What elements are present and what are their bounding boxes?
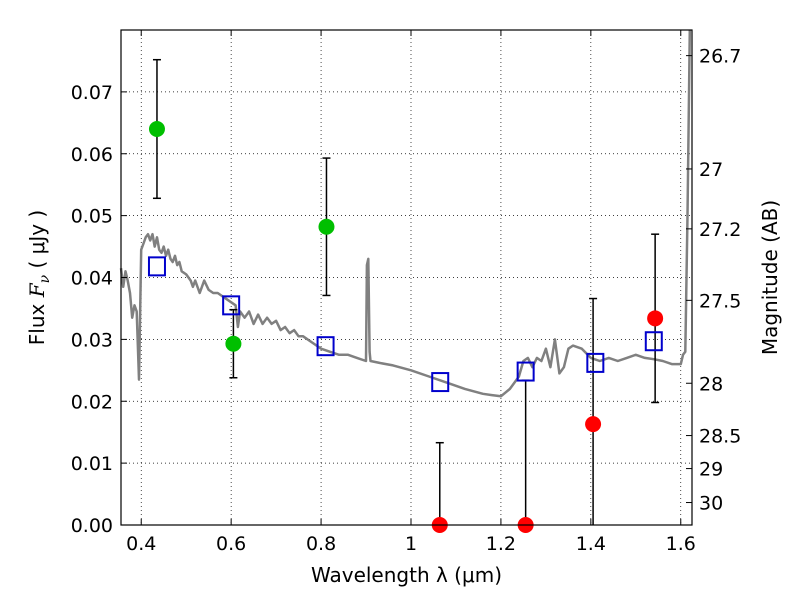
model-square — [586, 352, 605, 373]
y-tick-label: 0.04 — [71, 268, 113, 290]
y-tick-label: 0.03 — [71, 329, 113, 351]
model-square — [644, 331, 663, 352]
x-tick-label: 0.6 — [216, 533, 246, 555]
right-tick-label: 29 — [699, 459, 723, 481]
y-axis-label-var: F — [25, 282, 49, 298]
x-tick-label: 0.8 — [306, 533, 336, 555]
x-tick-label: 1.4 — [576, 533, 606, 555]
right-tick-label: 27.2 — [699, 219, 741, 241]
y-tick-label: 0.01 — [71, 453, 113, 475]
x-tick-label: 1.2 — [486, 533, 516, 555]
model-square — [316, 336, 335, 357]
right-tick-label: 28 — [699, 373, 723, 395]
y-axis-label-unit: ( μJy ) — [25, 210, 49, 275]
right-tick-label: 26.7 — [699, 46, 741, 68]
right-tick-label: 27.5 — [699, 290, 741, 312]
axis-ticks: 0.4 0.6 0.8 1 1.2 1.4 1.6 0.00 0.01 0.02 0.03 0.04 0… — [71, 30, 741, 555]
y-tick-label: 0.06 — [71, 144, 113, 166]
y-tick-label: 0.00 — [71, 515, 113, 537]
right-tick-label: 28.5 — [699, 426, 741, 448]
green-data-point — [225, 335, 242, 352]
sed-model-layer — [119, 29, 692, 398]
model-square — [431, 372, 450, 393]
model-square — [516, 361, 535, 382]
y-axis-label: Flux Fν ( μJy ) — [25, 210, 53, 345]
sed-model-curve — [119, 29, 692, 398]
y-tick-label: 0.07 — [71, 82, 113, 104]
x-tick-label: 1.6 — [666, 533, 696, 555]
model-square — [222, 295, 241, 316]
grid-lines — [121, 30, 692, 526]
red-data-point — [647, 310, 664, 327]
x-tick-label: 0.4 — [126, 533, 156, 555]
right-tick-label: 30 — [699, 493, 723, 515]
y-tick-label: 0.05 — [71, 206, 113, 228]
green-data-point — [318, 218, 335, 235]
data-points — [147, 121, 664, 533]
right-tick-label: 27 — [699, 159, 723, 181]
x-tick-label: 1 — [405, 533, 417, 555]
y-axis-label-sub: ν — [37, 274, 53, 283]
model-square — [147, 256, 166, 277]
right-axis-label: Magnitude (AB) — [758, 200, 782, 355]
y-tick-label: 0.02 — [71, 391, 113, 413]
green-data-point — [148, 121, 165, 137]
red-data-point — [585, 416, 602, 433]
x-axis-label: Wavelength λ (μm) — [311, 563, 502, 587]
y-axis-label-prefix: Flux — [25, 297, 49, 345]
